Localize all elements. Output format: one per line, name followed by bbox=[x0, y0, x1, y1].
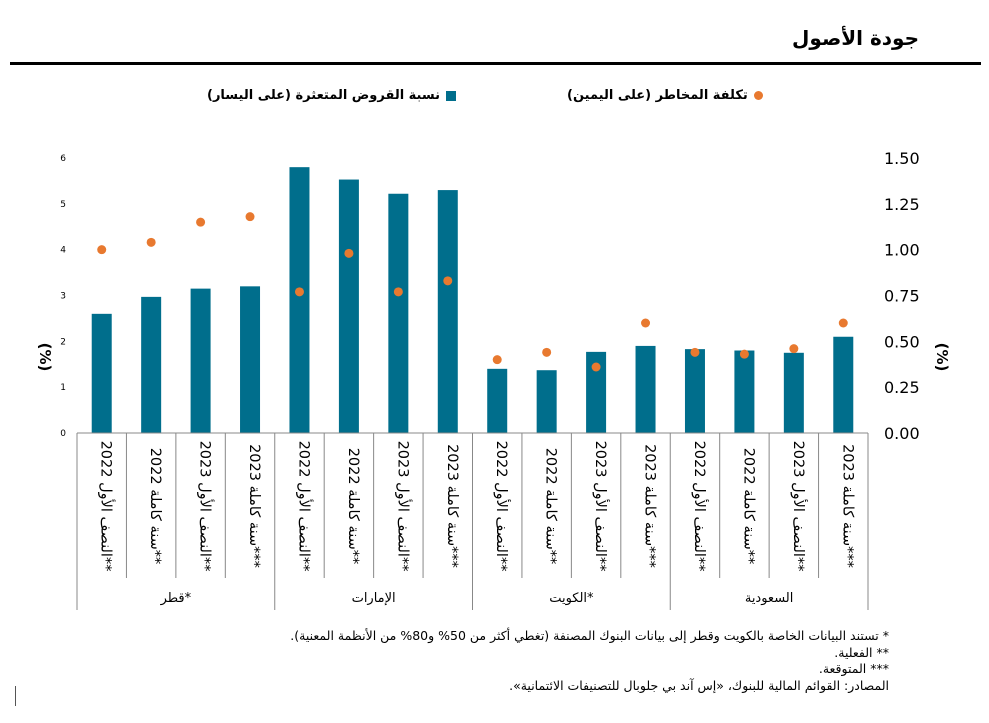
period-tick-label: النصف الأول 2023** bbox=[197, 441, 215, 572]
period-tick-label: النصف الأول 2022** bbox=[691, 441, 709, 572]
cost-of-risk-dot bbox=[838, 318, 848, 328]
legend-bar-swatch bbox=[445, 90, 456, 101]
left-tick-label: 0 bbox=[60, 429, 66, 439]
right-axis-title: (%) bbox=[933, 343, 951, 372]
left-tick-label: 5 bbox=[60, 200, 66, 210]
footer-marker bbox=[15, 686, 16, 706]
period-tick-label: النصف الأول 2022** bbox=[295, 441, 313, 572]
period-tick-label: سنة كاملة 2023*** bbox=[642, 444, 658, 568]
cost-of-risk-dot bbox=[294, 287, 304, 297]
cost-of-risk-dot bbox=[443, 276, 453, 286]
footnote-2: ** الفعلية. bbox=[834, 644, 889, 660]
npl-bar bbox=[141, 296, 162, 433]
npl-bar bbox=[338, 179, 359, 433]
cost-of-risk-dot bbox=[146, 237, 156, 247]
period-tick-label: سنة كاملة 2023*** bbox=[839, 444, 855, 568]
npl-bar bbox=[289, 167, 310, 433]
legend-item-npl: نسبة القروض المتعثرة (على اليسار) bbox=[207, 88, 456, 103]
npl-bar bbox=[190, 288, 211, 433]
cost-of-risk-dot bbox=[739, 349, 749, 359]
npl-bar bbox=[635, 345, 656, 433]
cost-of-risk-dot bbox=[344, 248, 354, 258]
cost-of-risk-dot bbox=[393, 287, 403, 297]
period-tick-label: النصف الأول 2023** bbox=[592, 441, 610, 572]
group-tick-label: قطر* bbox=[160, 591, 192, 606]
period-tick-label: النصف الأول 2022** bbox=[98, 441, 116, 572]
right-tick-label: 0.75 bbox=[884, 287, 920, 306]
npl-bar bbox=[487, 368, 508, 433]
period-tick-label: سنة كاملة 2022** bbox=[345, 448, 361, 565]
period-tick-label: سنة كاملة 2022** bbox=[147, 448, 163, 565]
group-tick-label: السعودية bbox=[745, 591, 794, 606]
page-title: جودة الأصول bbox=[792, 26, 919, 50]
group-tick-label: الإمارات bbox=[352, 591, 396, 606]
cost-of-risk-dot bbox=[542, 347, 552, 357]
legend-dot-swatch bbox=[753, 91, 763, 100]
footnotes: * تستند البيانات الخاصة بالكويت وقطر إلى… bbox=[290, 628, 889, 694]
left-tick-label: 1 bbox=[60, 383, 66, 393]
left-tick-label: 3 bbox=[60, 292, 66, 302]
legend-bar-label: نسبة القروض المتعثرة (على اليسار) bbox=[207, 88, 440, 103]
cost-of-risk-dot bbox=[245, 212, 255, 222]
footnote-3: *** المتوقعة. bbox=[818, 661, 889, 676]
group-tick-label: الكويت* bbox=[549, 591, 594, 606]
right-tick-label: 0.50 bbox=[884, 332, 920, 351]
right-tick-label: 1.50 bbox=[884, 149, 920, 168]
left-tick-label: 6 bbox=[60, 154, 66, 164]
cost-of-risk-dot bbox=[641, 318, 651, 328]
period-tick-label: سنة كاملة 2023*** bbox=[246, 444, 262, 568]
right-tick-label: 1.00 bbox=[884, 241, 920, 260]
npl-bar bbox=[437, 190, 458, 433]
cost-of-risk-dot bbox=[97, 245, 107, 255]
period-tick-label: سنة كاملة 2023*** bbox=[444, 444, 460, 568]
legend-item-cost-of-risk: تكلفة المخاطر (على اليمين) bbox=[567, 88, 763, 103]
cost-of-risk-dot bbox=[196, 217, 206, 227]
npl-bar bbox=[684, 349, 705, 433]
right-tick-label: 1.25 bbox=[884, 195, 920, 214]
period-tick-label: النصف الأول 2022** bbox=[493, 441, 511, 572]
npl-bar bbox=[833, 336, 854, 433]
left-tick-label: 2 bbox=[60, 337, 66, 347]
cost-of-risk-dot bbox=[789, 344, 799, 354]
npl-bar bbox=[388, 193, 409, 433]
footnote-1: * تستند البيانات الخاصة بالكويت وقطر إلى… bbox=[290, 628, 889, 643]
cost-of-risk-dot bbox=[492, 355, 502, 365]
npl-bar bbox=[734, 350, 755, 433]
npl-bar bbox=[536, 370, 557, 433]
cost-of-risk-dot bbox=[591, 362, 601, 372]
right-tick-label: 0.25 bbox=[884, 378, 920, 397]
period-tick-label: سنة كاملة 2022** bbox=[543, 448, 559, 565]
left-axis-title: (%) bbox=[36, 343, 54, 372]
npl-bar bbox=[586, 351, 607, 433]
cost-of-risk-dot bbox=[690, 347, 700, 357]
footnote-source: المصادر: القوائم المالية للبنوك، «إس آند… bbox=[509, 677, 889, 693]
title-rule bbox=[10, 62, 981, 65]
right-tick-label: 0.00 bbox=[884, 424, 920, 443]
left-tick-label: 4 bbox=[60, 246, 66, 256]
period-tick-label: سنة كاملة 2022** bbox=[740, 448, 756, 565]
period-tick-label: النصف الأول 2023** bbox=[394, 441, 412, 572]
npl-bar bbox=[240, 286, 261, 433]
npl-bar bbox=[783, 352, 804, 433]
npl-bar bbox=[91, 313, 112, 433]
period-tick-label: النصف الأول 2023** bbox=[790, 441, 808, 572]
legend-dot-label: تكلفة المخاطر (على اليمين) bbox=[567, 88, 748, 103]
